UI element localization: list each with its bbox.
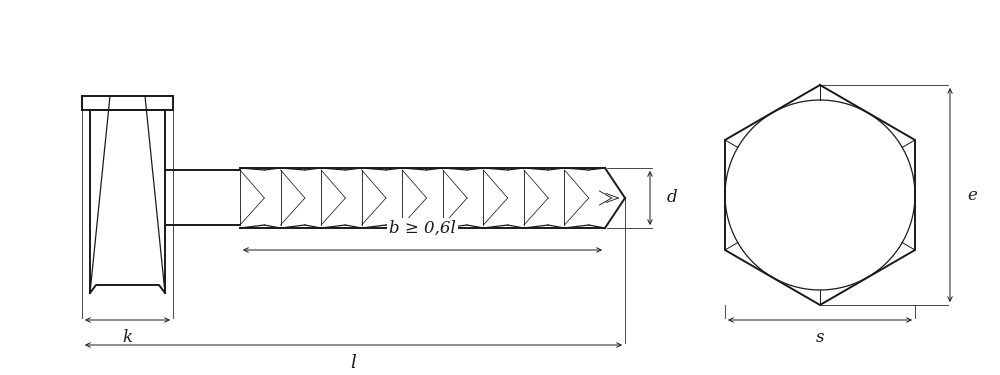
Text: d: d [667, 189, 677, 207]
Text: b ≥ 0,6l: b ≥ 0,6l [389, 219, 456, 237]
Text: k: k [122, 330, 133, 346]
Text: s: s [816, 330, 824, 346]
Text: e: e [967, 186, 977, 204]
Text: l: l [351, 354, 356, 372]
